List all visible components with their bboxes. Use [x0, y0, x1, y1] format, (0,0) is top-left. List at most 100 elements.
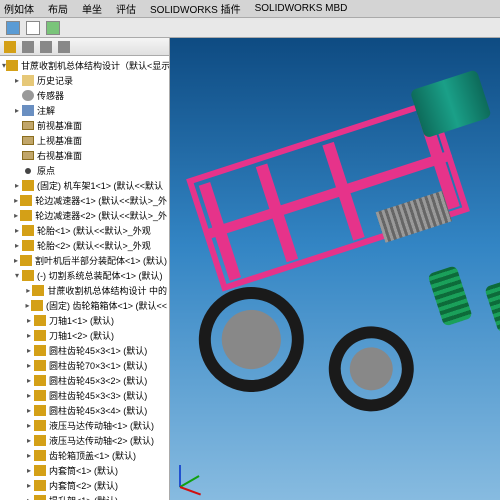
menu-item[interactable]: 评估	[116, 1, 136, 16]
part-icon	[34, 480, 46, 491]
part-icon	[34, 450, 46, 461]
tree-item[interactable]: ▸圆柱齿轮45×3<3> (默认)	[0, 388, 169, 403]
tree-label: 右视基准面	[37, 149, 82, 162]
model-3d	[170, 38, 500, 428]
feature-tree-panel: ▾甘蔗收割机总体结构设计（默认<显示状▸历史记录传感器▸注解前视基准面上视基准面…	[0, 38, 170, 500]
tree-item[interactable]: 原点	[0, 163, 169, 178]
tree-label: 圆柱齿轮45×3<4> (默认)	[49, 404, 147, 417]
expander-icon[interactable]: ▸	[24, 346, 34, 355]
plane-icon	[22, 151, 34, 160]
tree-item[interactable]: 上视基准面	[0, 133, 169, 148]
tree-item[interactable]: ▸刀轴1<1> (默认)	[0, 313, 169, 328]
tree-item[interactable]: ▸圆柱齿轮45×3<1> (默认)	[0, 343, 169, 358]
expander-icon[interactable]: ▸	[24, 286, 32, 295]
wheel	[185, 273, 317, 405]
expander-icon[interactable]: ▸	[24, 481, 34, 490]
menu-item[interactable]: 单坐	[82, 1, 102, 16]
expander-icon[interactable]: ▸	[24, 466, 34, 475]
tree-label: 液压马达传动轴<2> (默认)	[49, 434, 154, 447]
tree-label: 原点	[37, 164, 55, 177]
folder-icon	[22, 75, 34, 86]
part-icon	[34, 315, 46, 326]
expander-icon[interactable]: ▸	[12, 106, 22, 115]
expander-icon[interactable]: ▸	[24, 361, 34, 370]
expander-icon[interactable]: ▸	[24, 391, 34, 400]
tree-item[interactable]: ▸轮胎<1> (默认<<默认>_外观	[0, 223, 169, 238]
tree-item[interactable]: ▸圆柱齿轮70×3<1> (默认)	[0, 358, 169, 373]
part-icon	[34, 390, 46, 401]
expander-icon[interactable]: ▸	[12, 196, 20, 205]
part-icon	[32, 285, 44, 296]
sidebar-tabs	[0, 38, 169, 56]
menu-item[interactable]: SOLIDWORKS 插件	[150, 1, 241, 16]
tree-item[interactable]: ▸轮边减速器<2> (默认<<默认>_外	[0, 208, 169, 223]
tree-item[interactable]: ▸ (固定) 机车架1<1> (默认<<默认	[0, 178, 169, 193]
part-icon	[22, 180, 34, 191]
expander-icon[interactable]: ▾	[12, 271, 22, 280]
expander-icon[interactable]: ▸	[24, 406, 34, 415]
tree-item[interactable]: ▸(固定) 齿轮箱箱体<1> (默认<<	[0, 298, 169, 313]
feature-tree[interactable]: ▾甘蔗收割机总体结构设计（默认<显示状▸历史记录传感器▸注解前视基准面上视基准面…	[0, 56, 169, 500]
part-icon	[34, 360, 46, 371]
tree-item[interactable]: 前视基准面	[0, 118, 169, 133]
tree-item[interactable]: ▸ 齿轮箱顶盖<1> (默认)	[0, 448, 169, 463]
tree-item[interactable]: 右视基准面	[0, 148, 169, 163]
tree-item[interactable]: ▸历史记录	[0, 73, 169, 88]
expander-icon[interactable]: ▸	[24, 451, 34, 460]
tree-item[interactable]: ▸割叶机后半部分装配体<1> (默认)	[0, 253, 169, 268]
tree-label: 甘蔗收割机总体结构设计（默认<显示状	[21, 59, 169, 72]
menu-item[interactable]: 布局	[48, 1, 68, 16]
tab-feature-tree-icon[interactable]	[4, 41, 16, 53]
tree-item[interactable]: ▸ 轮边减速器<1> (默认<<默认>_外	[0, 193, 169, 208]
expander-icon[interactable]: ▸	[24, 496, 34, 500]
part-icon	[31, 300, 43, 311]
tree-label: 齿轮箱顶盖<1> (默认)	[49, 449, 136, 462]
menu-item[interactable]: SOLIDWORKS MBD	[255, 3, 348, 14]
tree-item[interactable]: ▾(-) 切割系统总装配体<1> (默认)	[0, 268, 169, 283]
tree-item[interactable]: 传感器	[0, 88, 169, 103]
tree-item[interactable]: ▸注解	[0, 103, 169, 118]
tree-item[interactable]: ▸圆柱齿轮45×3<2> (默认)	[0, 373, 169, 388]
expander-icon[interactable]: ▸	[12, 256, 20, 265]
main: ▾甘蔗收割机总体结构设计（默认<显示状▸历史记录传感器▸注解前视基准面上视基准面…	[0, 38, 500, 500]
tree-item[interactable]: ▸甘蔗收割机总体结构设计 中的	[0, 283, 169, 298]
part-icon	[34, 420, 46, 431]
tree-item[interactable]: ▸内套筒<1> (默认)	[0, 463, 169, 478]
tree-label: 上视基准面	[37, 134, 82, 147]
menu-item[interactable]: 例如体	[4, 1, 34, 16]
tree-item[interactable]: ▸ 液压马达传动轴<2> (默认)	[0, 433, 169, 448]
tree-item[interactable]: ▸ 圆柱齿轮45×3<4> (默认)	[0, 403, 169, 418]
expander-icon[interactable]: ▸	[24, 436, 34, 445]
expander-icon[interactable]: ▸	[24, 421, 34, 430]
sensor-icon	[22, 90, 34, 101]
tab-config-icon[interactable]	[40, 41, 52, 53]
tree-item[interactable]: ▸ 刀轴1<2> (默认)	[0, 328, 169, 343]
tree-label: 轮边减速器<1> (默认<<默认>_外	[35, 194, 167, 207]
part-icon	[34, 435, 46, 446]
graphics-viewport[interactable]	[170, 38, 500, 500]
expander-icon[interactable]: ▸	[12, 211, 20, 220]
expander-icon[interactable]: ▸	[12, 241, 22, 250]
toolbar-btn[interactable]	[26, 21, 40, 35]
tree-item[interactable]: ▸提升架<1> (默认)	[0, 493, 169, 500]
expander-icon[interactable]: ▸	[12, 226, 22, 235]
asm-icon	[22, 270, 34, 281]
expander-icon[interactable]: ▸	[24, 316, 34, 325]
tree-item[interactable]: ▾甘蔗收割机总体结构设计（默认<显示状	[0, 58, 169, 73]
tree-label: 刀轴1<2> (默认)	[49, 329, 114, 342]
tree-item[interactable]: ▸液压马达传动轴<1> (默认)	[0, 418, 169, 433]
expander-icon[interactable]: ▸	[24, 301, 31, 310]
toolbar-btn[interactable]	[6, 21, 20, 35]
tab-prop-icon[interactable]	[22, 41, 34, 53]
expander-icon[interactable]: ▸	[24, 376, 34, 385]
plane-icon	[22, 136, 34, 145]
tree-item[interactable]: ▸轮胎<2> (默认<<默认>_外观	[0, 238, 169, 253]
wheel	[318, 315, 425, 422]
expander-icon[interactable]: ▸	[24, 331, 34, 340]
tab-display-icon[interactable]	[58, 41, 70, 53]
tree-label: (固定) 机车架1<1> (默认<<默认	[37, 179, 163, 192]
expander-icon[interactable]: ▸	[12, 181, 22, 190]
tree-item[interactable]: ▸内套筒<2> (默认)	[0, 478, 169, 493]
expander-icon[interactable]: ▸	[12, 76, 22, 85]
toolbar-btn[interactable]	[46, 21, 60, 35]
